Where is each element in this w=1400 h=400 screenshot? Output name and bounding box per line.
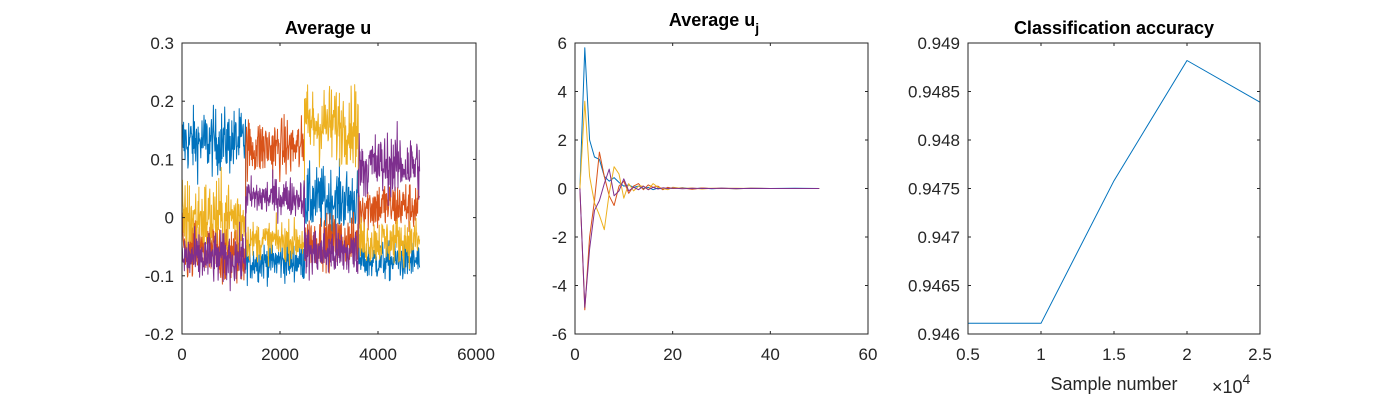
y-tick-label: 0 (558, 180, 567, 199)
y-tick-label: 0.9485 (908, 83, 960, 102)
series-line-3 (181, 84, 421, 270)
x-tick-label: 1.5 (1102, 345, 1126, 364)
y-tick-label: 0.948 (917, 131, 960, 150)
tick-layer: 0 20 40 60 -6 -4 -2 0 2 4 6 (552, 34, 878, 364)
title-subscript: j (754, 20, 759, 36)
panel-average-uj: Average uj 0 20 40 60 -6 -4 -2 0 2 4 6 (552, 10, 878, 364)
y-tick-label: 0.9465 (908, 277, 960, 296)
y-tick-label: 0.9475 (908, 180, 960, 199)
series-layer (181, 84, 421, 292)
plot-frame (574, 42, 869, 335)
x-tick-label: 0 (570, 345, 579, 364)
x-tick-label: 60 (859, 345, 878, 364)
x-tick-label: 0.5 (956, 345, 980, 364)
plot-frame (967, 42, 1261, 335)
x-axis-title: Sample number (1050, 374, 1177, 394)
title-main: Average u (669, 10, 755, 30)
chart-title: Average u (285, 18, 371, 38)
chart-title: Classification accuracy (1014, 18, 1214, 38)
series-line-4 (579, 168, 820, 308)
x-tick-label: 2 (1182, 345, 1191, 364)
series-layer (968, 60, 1261, 324)
series-line-4 (181, 121, 421, 292)
x-axis-exponent: ×104 (1212, 371, 1251, 397)
x-tick-label: 2.5 (1248, 345, 1272, 364)
x-tick-label: 20 (663, 345, 682, 364)
chart-title: Average uj (669, 10, 759, 36)
exponent-power: 4 (1243, 371, 1251, 387)
y-tick-label: 0.949 (917, 34, 960, 53)
y-tick-label: -0.2 (145, 325, 174, 344)
y-tick-label: -6 (552, 325, 567, 344)
plot-frame (181, 42, 477, 335)
y-tick-label: -4 (552, 277, 567, 296)
y-tick-label: 0 (165, 209, 174, 228)
x-tick-label: 4000 (359, 345, 397, 364)
y-tick-label: 4 (558, 83, 567, 102)
tick-layer: 0.5 1 1.5 2 2.5 0.946 0.9465 0.947 0.9475 0.948 0.… (908, 34, 1272, 364)
x-tick-label: 40 (761, 345, 780, 364)
y-tick-label: -0.1 (145, 267, 174, 286)
y-tick-label: -2 (552, 228, 567, 247)
panel-average-u: Average u 0 2000 4000 6000 -0.2 -0.1 0 0.1 0.2 0.… (145, 18, 495, 364)
y-tick-label: 2 (558, 131, 567, 150)
y-tick-label: 0.947 (917, 228, 960, 247)
y-tick-label: 0.3 (150, 34, 174, 53)
series-line-1 (968, 60, 1261, 324)
tick-layer: 0 2000 4000 6000 -0.2 -0.1 0 0.1 0.2 0.3 (145, 34, 495, 364)
x-tick-label: 2000 (261, 345, 299, 364)
x-tick-label: 1 (1036, 345, 1045, 364)
x-tick-label: 0 (177, 345, 186, 364)
exponent-base: ×10 (1212, 377, 1243, 397)
x-tick-label: 6000 (457, 345, 495, 364)
y-tick-label: 0.2 (150, 92, 174, 111)
y-tick-label: 6 (558, 34, 567, 53)
series-layer (579, 47, 820, 311)
panel-classification-accuracy: Classification accuracy 0.5 1 1.5 2 2.5 0.946… (908, 18, 1272, 397)
y-tick-label: 0.946 (917, 325, 960, 344)
y-tick-label: 0.1 (150, 150, 174, 169)
